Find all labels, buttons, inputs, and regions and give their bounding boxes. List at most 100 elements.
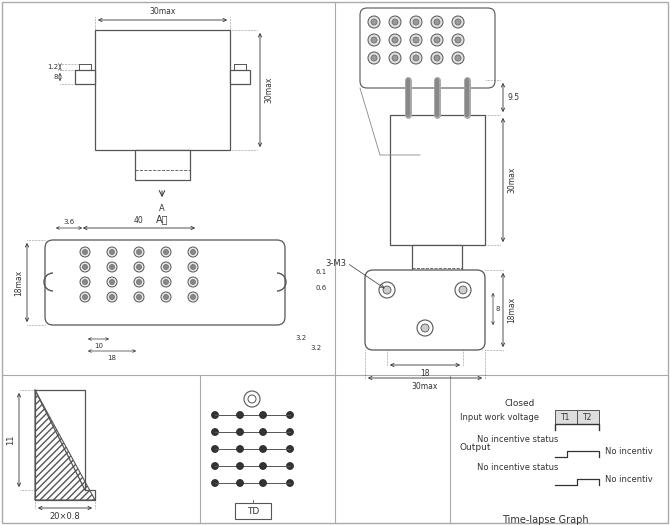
Circle shape — [389, 34, 401, 46]
Text: T1: T1 — [561, 413, 571, 422]
Text: 9.5: 9.5 — [507, 93, 519, 102]
Text: Time-lapse Graph: Time-lapse Graph — [502, 515, 588, 525]
Circle shape — [188, 277, 198, 287]
Text: 0.6: 0.6 — [315, 285, 326, 290]
Circle shape — [212, 479, 218, 487]
Circle shape — [452, 34, 464, 46]
Circle shape — [80, 277, 90, 287]
Circle shape — [259, 463, 267, 469]
Circle shape — [137, 279, 141, 285]
Circle shape — [134, 262, 144, 272]
Circle shape — [188, 262, 198, 272]
Text: 30max: 30max — [264, 77, 273, 103]
FancyBboxPatch shape — [365, 270, 485, 350]
Bar — [230, 70, 250, 84]
Circle shape — [163, 249, 168, 255]
Bar — [390, 115, 485, 245]
Circle shape — [417, 320, 433, 336]
Circle shape — [188, 292, 198, 302]
Text: 30max: 30max — [507, 167, 516, 193]
Circle shape — [259, 446, 267, 453]
Circle shape — [287, 412, 293, 418]
Text: A向: A向 — [155, 214, 168, 224]
Text: Output: Output — [460, 443, 492, 452]
Bar — [135, 150, 190, 180]
Circle shape — [455, 19, 461, 25]
Circle shape — [259, 412, 267, 418]
Text: No incentive status: No incentive status — [477, 436, 558, 445]
Circle shape — [80, 292, 90, 302]
Circle shape — [259, 479, 267, 487]
Circle shape — [109, 265, 115, 269]
Text: 11: 11 — [6, 435, 15, 445]
Circle shape — [107, 277, 117, 287]
Text: T2: T2 — [584, 413, 593, 422]
Circle shape — [259, 428, 267, 436]
Text: 18: 18 — [420, 369, 429, 378]
Circle shape — [287, 463, 293, 469]
Circle shape — [431, 34, 443, 46]
Circle shape — [190, 295, 196, 299]
Text: No incentiv: No incentiv — [605, 475, 653, 484]
Circle shape — [161, 292, 171, 302]
Bar — [577, 410, 599, 424]
Text: 3-M3: 3-M3 — [325, 258, 346, 268]
Circle shape — [389, 52, 401, 64]
Circle shape — [410, 16, 422, 28]
Circle shape — [379, 282, 395, 298]
Bar — [95, 30, 230, 150]
Text: TD: TD — [247, 507, 259, 516]
Circle shape — [392, 55, 398, 61]
Circle shape — [237, 479, 243, 487]
Circle shape — [134, 277, 144, 287]
Text: 18max: 18max — [14, 269, 23, 296]
Circle shape — [137, 265, 141, 269]
Circle shape — [237, 412, 243, 418]
Circle shape — [82, 249, 88, 255]
Circle shape — [410, 34, 422, 46]
Circle shape — [163, 279, 168, 285]
Text: 3.2: 3.2 — [310, 345, 321, 351]
Circle shape — [287, 479, 293, 487]
Circle shape — [455, 37, 461, 43]
Text: 30max: 30max — [412, 382, 438, 391]
Circle shape — [82, 265, 88, 269]
Circle shape — [163, 295, 168, 299]
Circle shape — [190, 249, 196, 255]
Circle shape — [371, 55, 377, 61]
Circle shape — [434, 55, 440, 61]
Circle shape — [161, 247, 171, 257]
Circle shape — [107, 262, 117, 272]
Circle shape — [109, 295, 115, 299]
Circle shape — [389, 16, 401, 28]
Circle shape — [244, 391, 260, 407]
Circle shape — [82, 295, 88, 299]
Circle shape — [163, 265, 168, 269]
Circle shape — [80, 262, 90, 272]
Circle shape — [434, 37, 440, 43]
Text: 6.1: 6.1 — [315, 269, 326, 276]
Text: No incentive status: No incentive status — [477, 463, 558, 471]
Bar — [412, 245, 462, 280]
Circle shape — [413, 55, 419, 61]
Bar — [555, 410, 577, 424]
Circle shape — [237, 446, 243, 453]
Text: A: A — [159, 204, 165, 213]
FancyBboxPatch shape — [45, 240, 285, 325]
Circle shape — [109, 279, 115, 285]
Text: 3.6: 3.6 — [64, 219, 74, 225]
Circle shape — [137, 295, 141, 299]
Text: 1.2: 1.2 — [47, 64, 58, 70]
Circle shape — [368, 34, 380, 46]
Circle shape — [455, 282, 471, 298]
Text: Input work voltage: Input work voltage — [460, 413, 539, 422]
Circle shape — [368, 52, 380, 64]
Circle shape — [107, 247, 117, 257]
Circle shape — [134, 292, 144, 302]
Circle shape — [392, 19, 398, 25]
Circle shape — [190, 265, 196, 269]
Circle shape — [80, 247, 90, 257]
Circle shape — [188, 247, 198, 257]
Circle shape — [287, 428, 293, 436]
Circle shape — [452, 52, 464, 64]
